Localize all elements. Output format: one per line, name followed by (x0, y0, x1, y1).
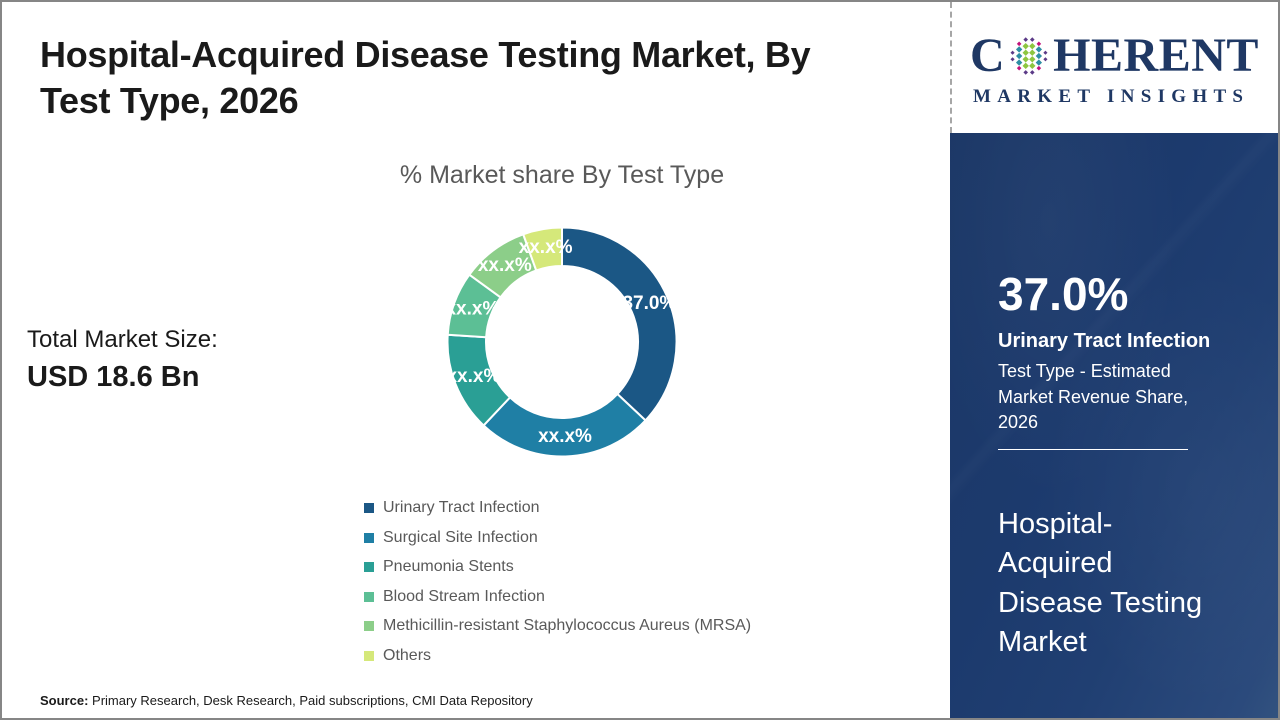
svg-text:xx.x%: xx.x% (447, 299, 499, 320)
svg-text:xx.x%: xx.x% (447, 366, 500, 387)
svg-text:xx.x%: xx.x% (538, 426, 592, 447)
svg-text:xx.x%: xx.x% (519, 237, 573, 258)
svg-text:37.0%: 37.0% (622, 293, 676, 314)
